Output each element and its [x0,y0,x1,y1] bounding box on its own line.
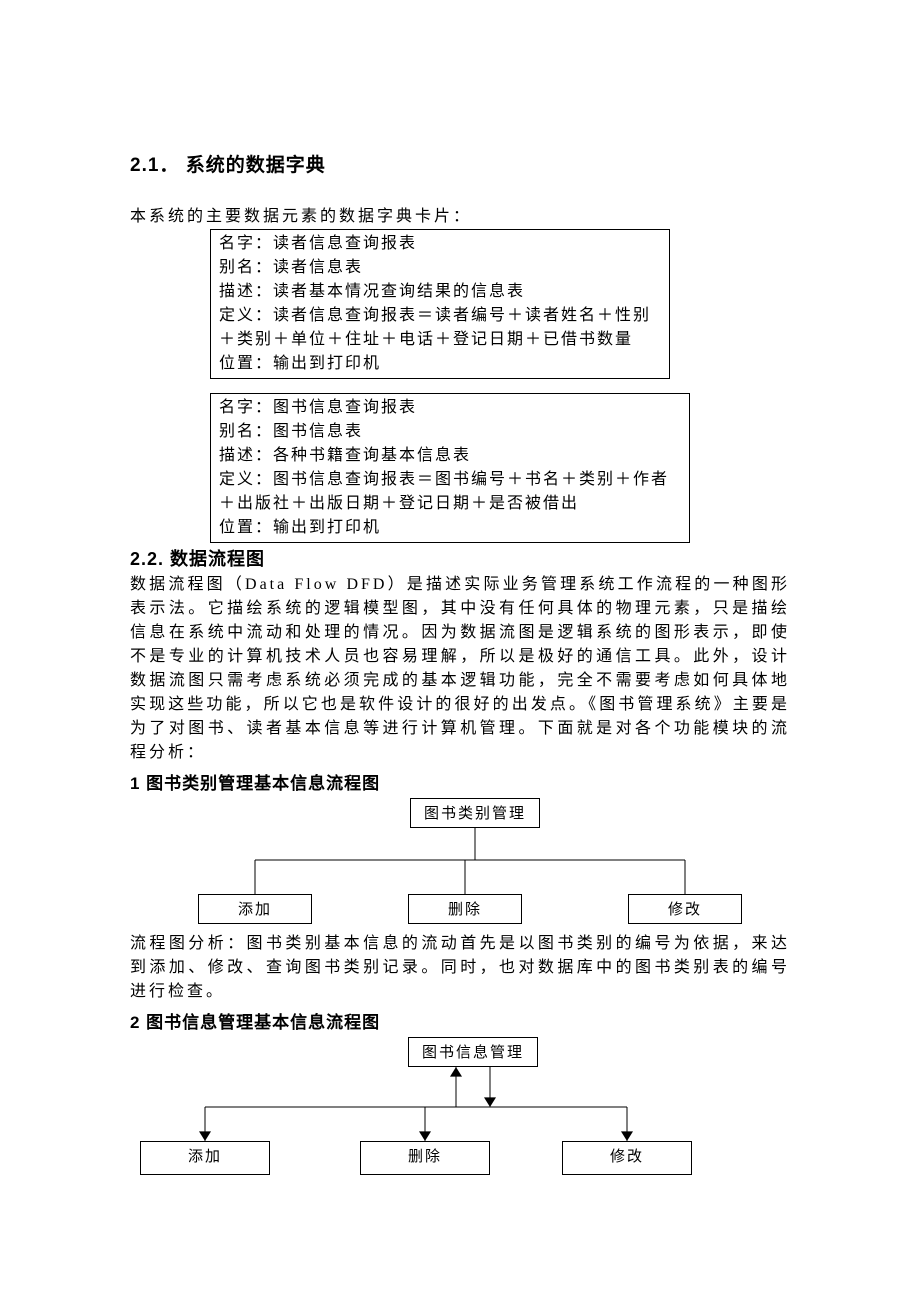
flowchart1-node-add: 添加 [198,894,312,924]
card2-line: 名字：图书信息查询报表 [219,396,681,420]
card1-line: 位置：输出到打印机 [219,352,661,376]
card2-line: 位置：输出到打印机 [219,516,681,540]
card2-line: 定义：图书信息查询报表＝图书编号＋书名＋类别＋作者＋出版社＋出版日期＋登记日期＋… [219,468,681,516]
data-dictionary-card-1: 名字：读者信息查询报表 别名：读者信息表 描述：读者基本情况查询结果的信息表 定… [210,229,670,379]
section-2-2-title: 2.2. 数据流程图 [130,545,790,571]
flowchart-2: 图书信息管理添加 删除 修改 [130,1037,790,1177]
flowchart1-node-delete: 删除 [408,894,522,924]
data-dictionary-card-2: 名字：图书信息查询报表 别名：图书信息表 描述：各种书籍查询基本信息表 定义：图… [210,393,690,543]
card2-line: 别名：图书信息表 [219,420,681,444]
flowchart2-node-add: 添加 [140,1141,270,1175]
flowchart2-node-delete: 删除 [360,1141,490,1175]
card1-line: 定义：读者信息查询报表＝读者编号＋读者姓名＋性别＋类别＋单位＋住址＋电话＋登记日… [219,304,661,352]
flowchart-2-title: 2 图书信息管理基本信息流程图 [130,1008,790,1033]
flowchart-1: 图书类别管理添加 删除 修改 [130,798,790,928]
section-2-1-intro: 本系统的主要数据元素的数据字典卡片： [130,205,790,229]
card1-line: 别名：读者信息表 [219,256,661,280]
card1-line: 描述：读者基本情况查询结果的信息表 [219,280,661,304]
flowchart1-root: 图书类别管理 [410,798,540,828]
flowchart-1-analysis: 流程图分析：图书类别基本信息的流动首先是以图书类别的编号为依据，来达到添加、修改… [130,932,790,1004]
card1-line: 名字：读者信息查询报表 [219,232,661,256]
section-2-2-paragraph: 数据流程图（Data Flow DFD）是描述实际业务管理系统工作流程的一种图形… [130,573,790,765]
flowchart2-node-modify: 修改 [562,1141,692,1175]
card2-line: 描述：各种书籍查询基本信息表 [219,444,681,468]
section-2-1-title: 2.1． 系统的数据字典 [130,150,790,177]
flowchart2-root: 图书信息管理 [408,1037,538,1067]
flowchart-1-title: 1 图书类别管理基本信息流程图 [130,769,790,794]
flowchart1-node-modify: 修改 [628,894,742,924]
